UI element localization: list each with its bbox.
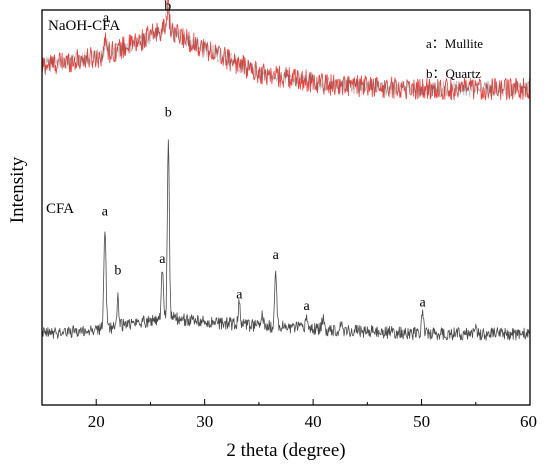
peak-label-a: a bbox=[103, 11, 110, 26]
series-line-cfa bbox=[41, 139, 531, 341]
legend-label-mullite: Mullite bbox=[445, 36, 484, 51]
peak-label-a: a bbox=[273, 248, 280, 263]
series-layer bbox=[41, 0, 531, 341]
legend-separator: ： bbox=[432, 36, 445, 51]
series-line-naoh-cfa-overlay bbox=[41, 6, 531, 98]
legend-label-quartz: Quartz bbox=[446, 66, 482, 81]
legend-separator: ： bbox=[433, 66, 446, 81]
x-tick-label-40: 40 bbox=[305, 412, 322, 431]
legend-item-b: b：Quartz bbox=[426, 66, 481, 81]
peak-label-a: a bbox=[159, 252, 166, 267]
legend: a：Mullite b：Quartz bbox=[426, 36, 483, 81]
y-axis-title: Intensity bbox=[7, 156, 28, 223]
plot-frame bbox=[41, 9, 531, 406]
x-tick-label-60: 60 bbox=[520, 412, 537, 431]
panel-label-cfa: CFA bbox=[46, 201, 74, 217]
x-axis-title: 2 theta (degree) bbox=[226, 440, 345, 461]
peak-label-b: b bbox=[164, 0, 171, 14]
x-axis: 20 30 40 50 60 bbox=[88, 399, 537, 431]
x-tick-label-30: 30 bbox=[196, 412, 213, 431]
legend-key-a: a bbox=[426, 36, 432, 51]
x-tick-label-50: 50 bbox=[413, 412, 430, 431]
peak-label-a: a bbox=[236, 287, 243, 302]
x-tick-label-20: 20 bbox=[88, 412, 105, 431]
peak-label-a: a bbox=[419, 295, 426, 310]
peak-label-a: a bbox=[303, 299, 310, 314]
series-line-naoh-cfa bbox=[41, 0, 531, 101]
peak-labels-layer: a b a b a b a a a a bbox=[102, 0, 427, 314]
panel-label-naoh-cfa: NaOH-CFA bbox=[48, 18, 120, 34]
legend-key-b: b bbox=[426, 66, 433, 81]
legend-item-a: a：Mullite bbox=[426, 36, 483, 51]
peak-label-a: a bbox=[102, 204, 109, 219]
peak-label-b: b bbox=[114, 264, 121, 279]
peak-label-b: b bbox=[165, 106, 172, 121]
